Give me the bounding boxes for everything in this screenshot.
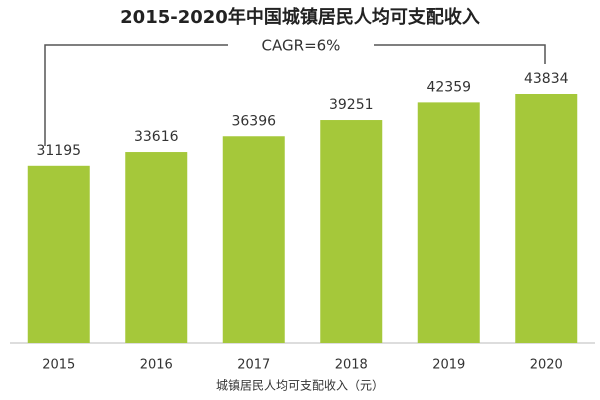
bar: [222, 136, 285, 343]
value-label: 33616: [134, 129, 179, 145]
value-label: 39251: [329, 97, 374, 113]
value-label: 43834: [524, 71, 569, 87]
x-tick-label: 2018: [335, 358, 368, 373]
value-label: 42359: [426, 79, 471, 95]
chart-title: 2015-2020年中国城镇居民人均可支配收入: [120, 6, 480, 28]
cagr-bracket-right: [374, 44, 546, 64]
x-tick-label: 2017: [237, 358, 270, 373]
x-tick-label: 2020: [530, 358, 563, 373]
bar: [515, 94, 578, 343]
x-tick-label: 2016: [140, 358, 173, 373]
value-label: 36396: [231, 113, 276, 129]
x-tick-label: 2019: [432, 358, 465, 373]
x-tick-label: 2015: [42, 358, 75, 373]
annotation: CAGR=6%: [262, 37, 341, 55]
value-label: 31195: [36, 143, 81, 159]
bar: [417, 102, 480, 343]
bar: [27, 165, 90, 343]
bar: [320, 120, 383, 343]
cagr-bracket-left: [44, 44, 228, 146]
x-axis-label: 城镇居民人均可支配收入（元）: [216, 379, 384, 393]
bar: [125, 152, 188, 343]
